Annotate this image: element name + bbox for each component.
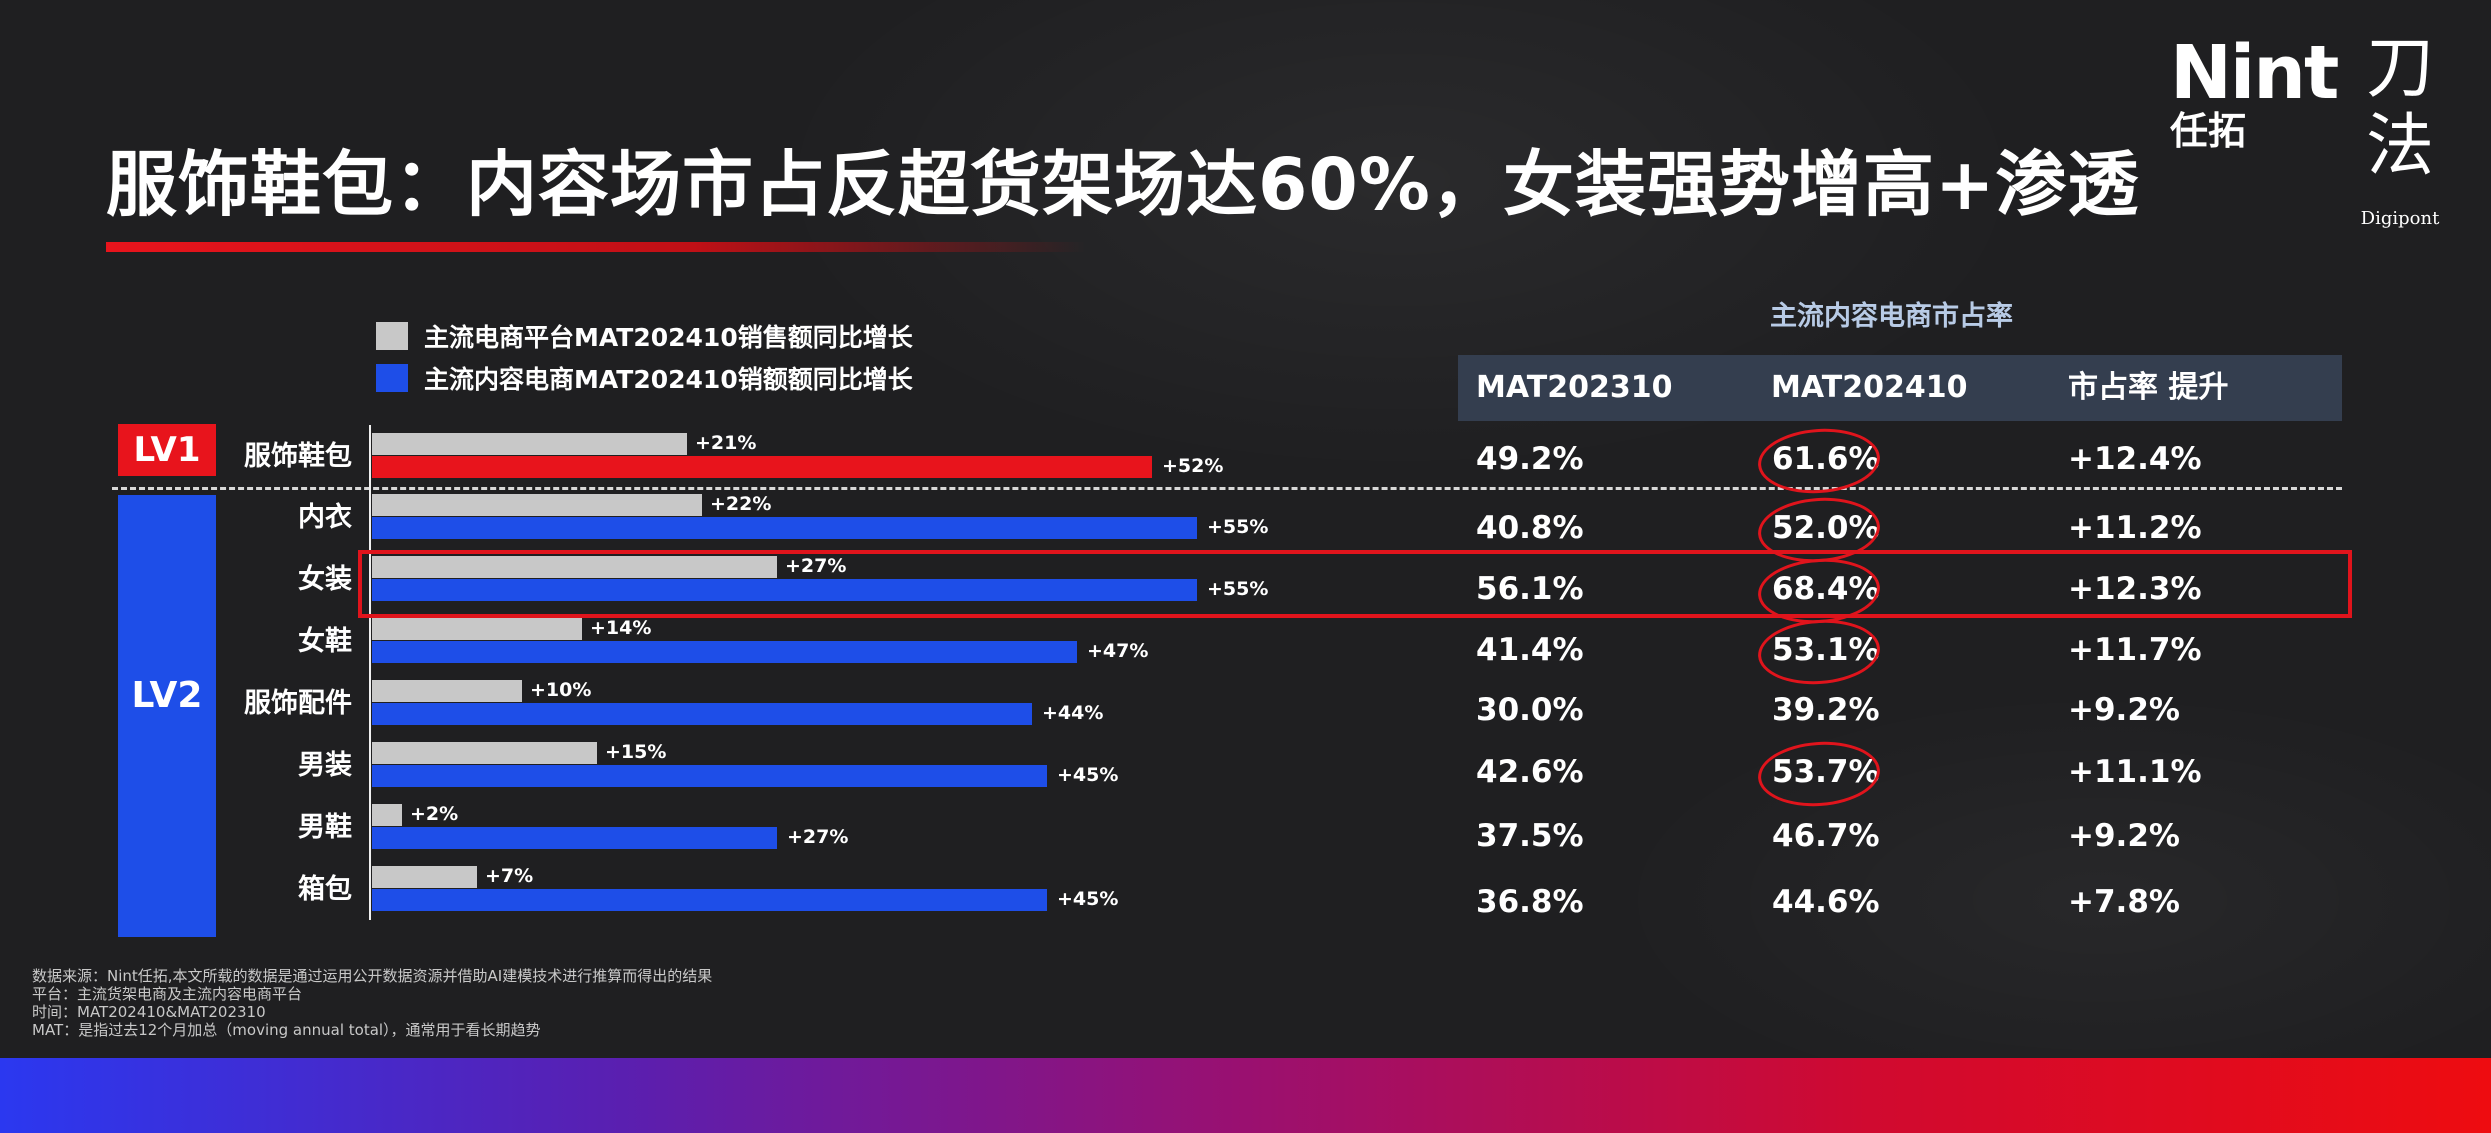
- bar-platform: [372, 494, 702, 516]
- table-cell: 53.7%: [1772, 754, 1880, 790]
- legend-swatch-grey: [376, 322, 408, 350]
- bottom-gradient-band: [0, 1058, 2491, 1133]
- bar-chart: +21% +52% 服饰鞋包 +22% +55% 内衣 +27% +55% 女装 +14% +47%…: [244, 425, 1268, 920]
- bar-content: [372, 827, 777, 849]
- data-label-platform: +10%: [530, 679, 591, 701]
- brand-logo: Nint 任拓 刀法 Digipont: [2170, 30, 2470, 230]
- footnote-line: MAT：是指过去12个月加总（moving annual total），通常用于…: [32, 1021, 541, 1039]
- table-cell: 37.5%: [1476, 818, 1584, 854]
- column-header: 市占率 提升: [2068, 370, 2229, 405]
- data-label-platform: +27%: [785, 555, 846, 577]
- table-header: MAT202310 MAT202410 市占率 提升: [1458, 355, 2342, 421]
- category-label: 男装: [298, 750, 352, 781]
- table-cell: +11.1%: [2068, 754, 2202, 790]
- category-label: 服饰鞋包: [244, 440, 352, 472]
- bar-platform: [372, 556, 777, 578]
- bar-platform: [372, 618, 582, 640]
- table-cell: 42.6%: [1476, 754, 1584, 790]
- bar-platform: [372, 680, 522, 702]
- logo-cn: 任拓: [2170, 109, 2247, 153]
- table-cell: 68.4%: [1772, 571, 1880, 607]
- footnote-line: 数据来源：Nint任拓,本文所载的数据是通过运用公开数据资源并借助AI建模技术进…: [32, 967, 713, 985]
- table-cell: 56.1%: [1476, 571, 1584, 607]
- column-header: MAT202410: [1771, 370, 1968, 405]
- title-underline: [106, 242, 1086, 252]
- data-label-platform: +21%: [695, 432, 756, 454]
- data-label-content: +44%: [1042, 702, 1103, 724]
- legend-label: 主流电商平台MAT202410销售额同比增长: [424, 323, 913, 352]
- logo-mark: 刀法: [2365, 29, 2434, 186]
- bar-content: [372, 765, 1047, 787]
- legend-swatch-blue: [376, 364, 408, 392]
- data-label-platform: +14%: [590, 617, 651, 639]
- bar-platform: [372, 866, 477, 888]
- table-cell: +11.7%: [2068, 632, 2202, 668]
- table-cell: +11.2%: [2068, 510, 2202, 546]
- table-cell: 52.0%: [1772, 510, 1880, 546]
- data-label-content: +47%: [1087, 640, 1148, 662]
- category-label: 服饰配件: [244, 688, 352, 719]
- highlight-box: [358, 550, 2352, 618]
- lv1-badge: LV1: [118, 424, 216, 476]
- table-cell: +12.4%: [2068, 441, 2202, 477]
- category-label: 女装: [298, 563, 352, 595]
- data-label-content: +55%: [1207, 578, 1268, 600]
- footnotes: 数据来源：Nint任拓,本文所载的数据是通过运用公开数据资源并借助AI建模技术进…: [32, 967, 712, 1039]
- footnote-line: 时间：MAT202410&MAT202310: [32, 1003, 266, 1021]
- table-cell: 53.1%: [1772, 632, 1880, 668]
- table-cell: +7.8%: [2068, 884, 2180, 920]
- category-label: 箱包: [298, 873, 352, 905]
- table-title: 主流内容电商市占率: [1770, 301, 2013, 332]
- table-cell: 44.6%: [1772, 884, 1880, 920]
- category-label: 内衣: [298, 501, 352, 533]
- bar-content: [372, 703, 1032, 725]
- table-cell: +9.2%: [2068, 692, 2180, 728]
- column-header: MAT202310: [1476, 370, 1673, 405]
- table-cell: 49.2%: [1476, 441, 1584, 477]
- bar-platform: [372, 804, 402, 826]
- bar-content: [372, 889, 1047, 911]
- data-label-content: +45%: [1057, 764, 1118, 786]
- table-cell: 39.2%: [1772, 692, 1880, 728]
- data-label-content: +27%: [787, 826, 848, 848]
- bar-platform: [372, 433, 687, 455]
- legend-label: 主流内容电商MAT202410销额额同比增长: [424, 365, 913, 394]
- table-cell: 36.8%: [1476, 884, 1584, 920]
- category-label: 男鞋: [298, 812, 352, 843]
- lv2-label: LV2: [131, 675, 203, 716]
- table-cell: +9.2%: [2068, 818, 2180, 854]
- data-label-platform: +15%: [605, 741, 666, 763]
- bar-platform: [372, 742, 597, 764]
- page-title: 服饰鞋包：内容场市占反超货架场达60%，女装强势增高+渗透: [106, 143, 2140, 226]
- level-divider: [112, 487, 2342, 490]
- table-cell: 61.6%: [1772, 441, 1880, 477]
- data-label-platform: +2%: [410, 803, 458, 825]
- data-label-platform: +7%: [485, 865, 533, 887]
- data-label-content: +55%: [1207, 516, 1268, 538]
- table-cell: +12.3%: [2068, 571, 2202, 607]
- data-label-platform: +22%: [710, 493, 771, 515]
- lv2-badge: LV2: [118, 495, 216, 937]
- logo-nint: Nint: [2170, 30, 2339, 116]
- bar-content: [372, 517, 1197, 539]
- table-cell: 46.7%: [1772, 818, 1880, 854]
- data-label-content: +52%: [1162, 455, 1223, 477]
- data-label-content: +45%: [1057, 888, 1118, 910]
- logo-mark-en: Digipont: [2360, 208, 2440, 229]
- table-cell: 30.0%: [1476, 692, 1584, 728]
- category-label: 女鞋: [298, 625, 352, 657]
- footnote-line: 平台：主流货架电商及主流内容电商平台: [32, 985, 303, 1003]
- bar-content: [372, 579, 1197, 601]
- table-cell: 40.8%: [1476, 510, 1584, 546]
- bar-content: [372, 456, 1152, 478]
- bar-content: [372, 641, 1077, 663]
- table-cell: 41.4%: [1476, 632, 1584, 668]
